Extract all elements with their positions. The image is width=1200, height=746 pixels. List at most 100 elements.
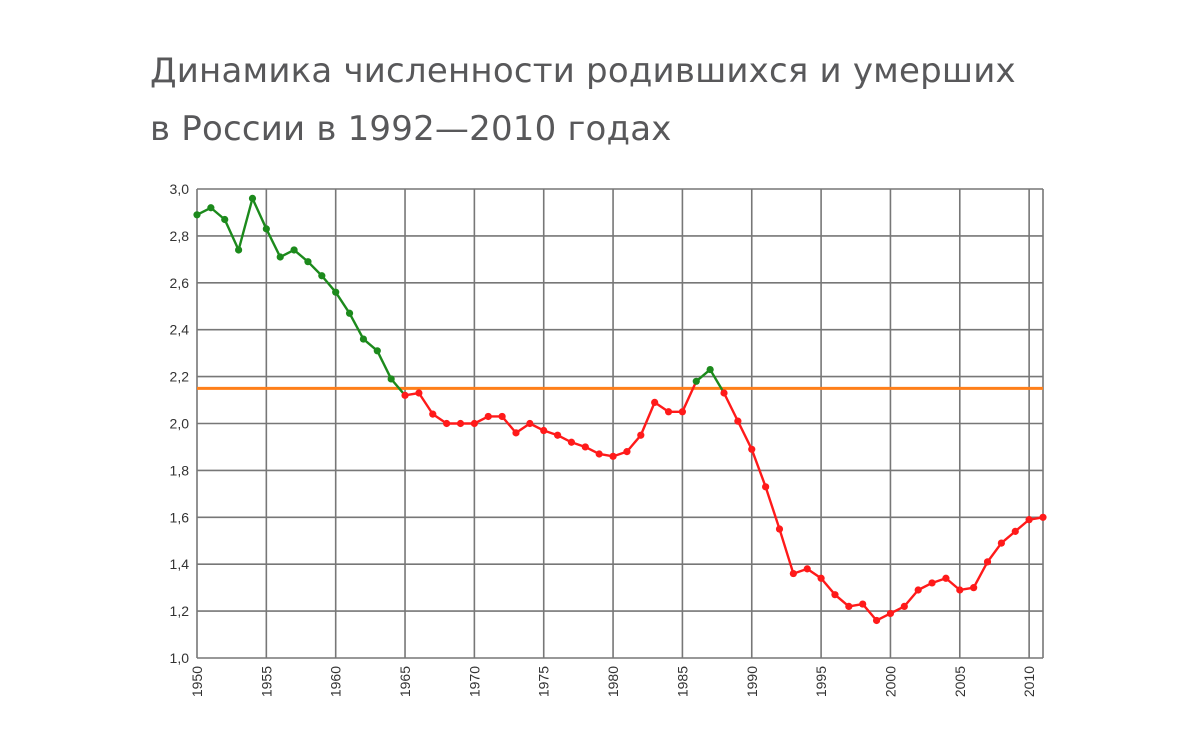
data-point (526, 419, 534, 428)
x-tick-label: 1965 (397, 666, 413, 697)
x-tick-label: 2010 (1021, 666, 1037, 697)
y-tick-label: 2,6 (170, 275, 190, 291)
data-point (193, 211, 201, 219)
series-segment (764, 485, 781, 531)
data-point (290, 246, 298, 254)
y-tick-label: 2,2 (170, 369, 190, 385)
data-point (207, 204, 215, 212)
series-segment (708, 368, 726, 395)
data-point (692, 377, 700, 385)
chart-title-line-2: в России в 1992—2010 годах (150, 109, 672, 149)
data-point (678, 408, 687, 416)
data-point (429, 410, 437, 418)
series-segment (722, 391, 740, 423)
series-segment (639, 401, 656, 437)
series-segment (376, 349, 393, 381)
data-point (221, 215, 229, 224)
data-point (567, 438, 576, 446)
data-point (817, 574, 825, 582)
data-point (762, 483, 770, 491)
data-point (651, 398, 659, 406)
data-point (1039, 513, 1047, 521)
x-tick-label: 2000 (882, 666, 898, 697)
data-point (706, 365, 714, 374)
data-point (970, 584, 978, 592)
x-tick-label: 1960 (328, 666, 344, 697)
series-segment (334, 290, 351, 315)
data-point (498, 412, 506, 421)
data-point (553, 431, 562, 439)
series-segment (986, 541, 1003, 564)
data-point (775, 525, 784, 533)
data-point (248, 194, 257, 202)
y-tick-label: 2,4 (170, 322, 190, 338)
data-point (872, 616, 881, 625)
data-point (720, 389, 728, 397)
data-point (512, 429, 520, 437)
data-point (359, 335, 368, 343)
x-tick-label: 1975 (536, 666, 552, 697)
y-tick-label: 1,8 (170, 462, 190, 478)
x-tick-label: 1990 (744, 666, 760, 697)
data-point (540, 426, 548, 435)
data-point (1011, 527, 1019, 535)
data-point (595, 450, 603, 458)
y-tick-label: 2,8 (170, 228, 190, 244)
series-segment (750, 448, 767, 489)
y-tick-label: 1,2 (170, 603, 190, 619)
data-point (831, 591, 839, 599)
x-tick-label: 2005 (952, 666, 968, 697)
series-segment (265, 227, 282, 259)
series-segment (223, 218, 240, 252)
data-point (318, 272, 326, 280)
data-point (859, 600, 867, 608)
data-point (914, 586, 922, 594)
data-point (235, 246, 243, 254)
series-segment (778, 527, 795, 575)
series-points-group (193, 194, 1047, 625)
data-point (845, 602, 853, 611)
data-point (373, 347, 381, 355)
data-point (456, 419, 465, 428)
series-segment (681, 380, 698, 413)
data-point (623, 448, 631, 456)
data-point (637, 431, 645, 439)
data-point (1025, 516, 1033, 524)
series-segment (251, 197, 268, 231)
x-tick-label: 1985 (674, 666, 690, 697)
data-point (262, 225, 270, 233)
x-tick-label: 1955 (258, 666, 274, 697)
y-tick-label: 1,0 (170, 650, 190, 666)
series-segment (972, 560, 989, 589)
data-point (609, 452, 617, 460)
series-segment (736, 419, 753, 451)
x-tick-label: 1980 (605, 666, 621, 697)
data-point (345, 309, 354, 317)
data-point (664, 408, 673, 416)
data-point (401, 391, 409, 399)
chart-title-line-1: Динамика численности родившихся и умерши… (150, 51, 1016, 91)
x-tick-label: 1950 (189, 666, 205, 697)
data-point (997, 539, 1005, 547)
data-point (581, 443, 589, 451)
x-tick-label: 1970 (466, 666, 482, 697)
data-point (900, 602, 908, 611)
data-point (387, 375, 395, 383)
data-point (304, 258, 312, 266)
data-point (956, 586, 964, 594)
y-axis-tick-labels: 1,0 1,2 1,4 1,6 1,8 2,0 2,2 2,4 2,6 2,8 3,0 (170, 181, 190, 666)
data-point (276, 253, 284, 261)
data-point (789, 569, 797, 578)
data-point (332, 288, 340, 296)
data-point (942, 574, 950, 582)
y-tick-label: 1,6 (170, 509, 190, 525)
data-point (983, 558, 992, 566)
data-point (748, 445, 756, 453)
series-segment (237, 197, 254, 252)
y-tick-label: 3,0 (170, 181, 190, 197)
data-point (470, 419, 478, 428)
data-point (928, 579, 936, 587)
y-tick-label: 2,0 (170, 416, 190, 432)
data-point (734, 417, 742, 425)
